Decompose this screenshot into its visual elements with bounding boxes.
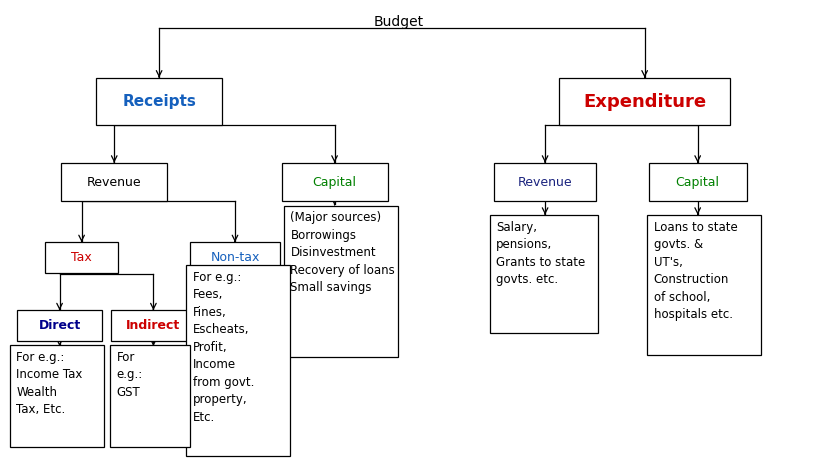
FancyBboxPatch shape — [649, 163, 747, 201]
Text: Direct: Direct — [38, 319, 81, 332]
FancyBboxPatch shape — [61, 163, 167, 201]
Text: Tax: Tax — [71, 251, 92, 264]
FancyBboxPatch shape — [282, 163, 388, 201]
Text: Expenditure: Expenditure — [583, 93, 706, 111]
Text: Capital: Capital — [313, 175, 357, 189]
Text: Budget: Budget — [373, 15, 424, 29]
Text: (Major sources)
Borrowings
Disinvestment
Recovery of loans
Small savings: (Major sources) Borrowings Disinvestment… — [290, 211, 395, 294]
FancyBboxPatch shape — [190, 242, 280, 273]
Text: Salary,
pensions,
Grants to state
govts. etc.: Salary, pensions, Grants to state govts.… — [496, 221, 585, 286]
FancyBboxPatch shape — [559, 78, 730, 125]
FancyBboxPatch shape — [110, 345, 190, 447]
FancyBboxPatch shape — [494, 163, 596, 201]
Text: For e.g.:
Income Tax
Wealth
Tax, Etc.: For e.g.: Income Tax Wealth Tax, Etc. — [16, 351, 82, 416]
FancyBboxPatch shape — [284, 206, 398, 357]
FancyBboxPatch shape — [186, 265, 290, 456]
Text: Non-tax: Non-tax — [211, 251, 259, 264]
Text: For
e.g.:
GST: For e.g.: GST — [117, 351, 143, 399]
FancyBboxPatch shape — [647, 215, 761, 355]
Text: Revenue: Revenue — [87, 175, 141, 189]
FancyBboxPatch shape — [490, 215, 598, 333]
Text: Indirect: Indirect — [126, 319, 180, 332]
Text: For e.g.:
Fees,
Fines,
Escheats,
Profit,
Income
from govt.
property,
Etc.: For e.g.: Fees, Fines, Escheats, Profit,… — [193, 271, 254, 423]
FancyBboxPatch shape — [111, 310, 196, 341]
FancyBboxPatch shape — [45, 242, 118, 273]
Text: Loans to state
govts. &
UT's,
Construction
of school,
hospitals etc.: Loans to state govts. & UT's, Constructi… — [654, 221, 738, 321]
Text: Revenue: Revenue — [518, 175, 572, 189]
FancyBboxPatch shape — [96, 78, 222, 125]
Text: Receipts: Receipts — [122, 94, 196, 109]
FancyBboxPatch shape — [16, 310, 103, 341]
Text: Capital: Capital — [676, 175, 720, 189]
FancyBboxPatch shape — [10, 345, 104, 447]
